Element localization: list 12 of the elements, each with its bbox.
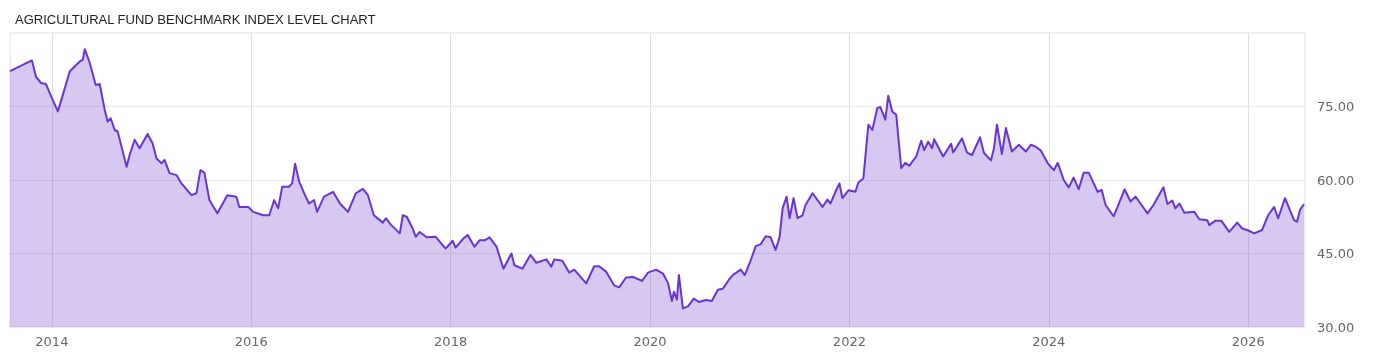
- x-tick-label: 2014: [35, 334, 69, 349]
- x-tick-label: 2024: [1032, 334, 1066, 349]
- y-tick-label: 75.00: [1317, 99, 1355, 114]
- y-tick-label: 30.00: [1317, 319, 1355, 335]
- x-tick-label: 2022: [832, 334, 866, 349]
- x-tick-label: 2018: [434, 334, 468, 349]
- y-tick-label: 45.00: [1317, 246, 1355, 261]
- x-tick-label: 2016: [234, 334, 268, 349]
- x-tick-label: 2026: [1231, 334, 1265, 349]
- y-tick-label: 60.00: [1317, 172, 1355, 188]
- chart-title: AGRICULTURAL FUND BENCHMARK INDEX LEVEL CHART: [15, 12, 376, 27]
- x-tick-label: 2020: [633, 334, 667, 349]
